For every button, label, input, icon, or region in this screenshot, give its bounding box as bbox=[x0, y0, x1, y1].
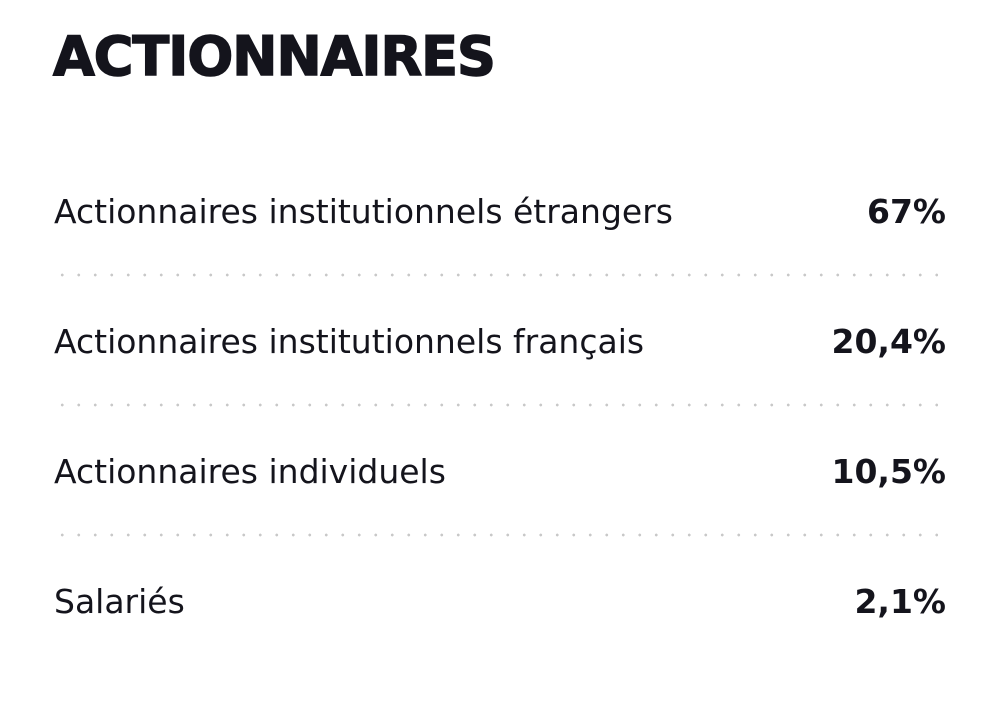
row-value: 20,4% bbox=[831, 322, 947, 361]
list-row: Actionnaires institutionnels étrangers 67… bbox=[54, 148, 946, 278]
row-label: Actionnaires institutionnels français bbox=[54, 322, 645, 361]
dotted-separator bbox=[54, 273, 938, 277]
row-value: 67% bbox=[867, 192, 946, 231]
row-label: Salariés bbox=[54, 582, 185, 621]
shareholder-list: Actionnaires institutionnels étrangers 67… bbox=[54, 148, 946, 668]
row-value: 10,5% bbox=[831, 452, 947, 491]
dotted-separator bbox=[54, 403, 938, 407]
dotted-separator bbox=[54, 533, 938, 537]
list-row: Salariés 2,1% bbox=[54, 538, 946, 668]
title: ACTIONNAIRES bbox=[52, 24, 496, 89]
list-row: Actionnaires individuels 10,5% bbox=[54, 408, 946, 538]
row-label: Actionnaires institutionnels étrangers bbox=[54, 192, 673, 231]
row-value: 2,1% bbox=[854, 582, 946, 621]
list-row: Actionnaires institutionnels français 20,… bbox=[54, 278, 946, 408]
row-label: Actionnaires individuels bbox=[54, 452, 446, 491]
